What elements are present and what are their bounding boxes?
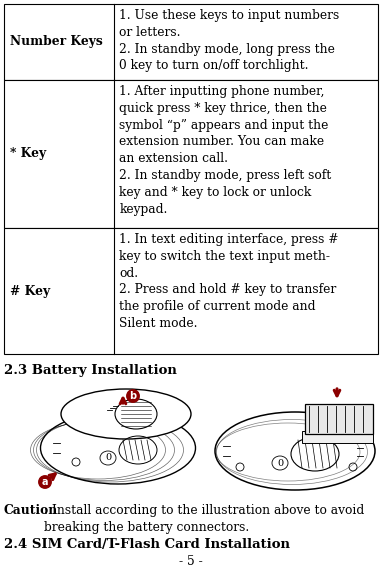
Text: 0: 0	[105, 454, 111, 463]
Text: 2.3 Battery Installation: 2.3 Battery Installation	[4, 364, 177, 377]
Text: - 5 -: - 5 -	[179, 555, 203, 567]
Ellipse shape	[61, 389, 191, 439]
Text: 1. In text editing interface, press #
key to switch the text input meth-
od.
2. : 1. In text editing interface, press # ke…	[119, 233, 339, 330]
Text: a: a	[42, 477, 48, 487]
Ellipse shape	[215, 412, 375, 490]
Bar	[4, 228, 378, 354]
Text: : Install according to the illustration above to avoid
breaking the battery conn: : Install according to the illustration …	[44, 504, 364, 534]
Text: # Key: # Key	[10, 285, 50, 298]
Text: * Key: * Key	[10, 147, 46, 160]
Bar	[4, 4, 378, 80]
Text: 2.4 SIM Card/T-Flash Card Installation: 2.4 SIM Card/T-Flash Card Installation	[4, 538, 290, 551]
Text: b: b	[129, 391, 136, 401]
Ellipse shape	[40, 412, 196, 484]
Bar	[305, 404, 373, 434]
Text: Caution: Caution	[4, 504, 58, 517]
Bar	[302, 431, 373, 443]
Text: 1. Use these keys to input numbers
or letters.
2. In standby mode, long press th: 1. Use these keys to input numbers or le…	[119, 9, 340, 73]
Text: 1. After inputting phone number,
quick press * key thrice, then the
symbol “p” a: 1. After inputting phone number, quick p…	[119, 85, 332, 215]
Text: 0: 0	[277, 459, 283, 468]
Bar	[4, 80, 378, 228]
Text: Number Keys: Number Keys	[10, 36, 103, 49]
